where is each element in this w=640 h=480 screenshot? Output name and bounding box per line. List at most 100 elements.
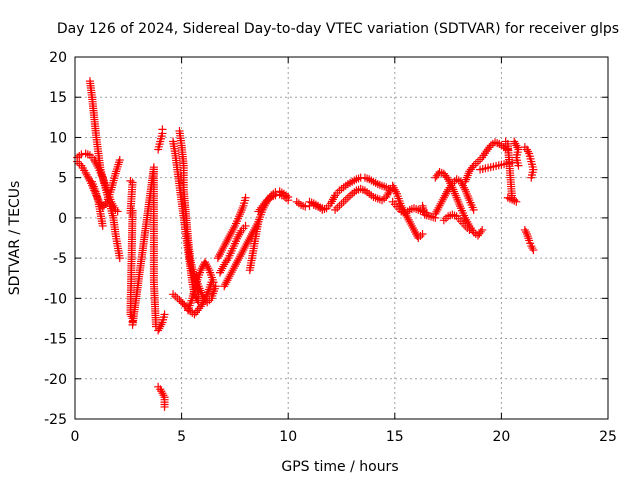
data-point [521, 227, 530, 236]
x-tick-label: 20 [492, 429, 510, 445]
data-point [343, 193, 352, 202]
data-point [527, 242, 536, 251]
data-point [83, 172, 92, 181]
data-point [219, 262, 228, 271]
data-point [385, 186, 394, 195]
data-point [469, 205, 478, 214]
data-point [405, 217, 414, 226]
data-point [522, 229, 531, 238]
data-point [231, 260, 240, 269]
data-point [180, 300, 189, 309]
data-point [219, 244, 228, 253]
data-point [460, 183, 469, 192]
data-point [503, 193, 512, 202]
data-point [221, 280, 230, 289]
data-point [81, 168, 90, 177]
data-points [73, 77, 538, 411]
data-point [229, 264, 238, 273]
data-point [91, 157, 100, 166]
data-point [234, 256, 243, 265]
data-point [384, 188, 393, 197]
data-point [527, 173, 536, 182]
data-point [471, 159, 480, 168]
data-point [437, 197, 446, 206]
data-point [229, 223, 238, 232]
data-point [218, 246, 227, 255]
data-point [156, 385, 165, 394]
data-point [465, 225, 474, 234]
data-point [241, 193, 250, 202]
data-point [328, 195, 337, 204]
data-point [190, 310, 199, 319]
data-point [330, 193, 339, 202]
data-point [529, 246, 538, 255]
data-point [508, 195, 517, 204]
y-axis-label: SDTVAR / TECUs [7, 181, 23, 296]
data-point [157, 320, 166, 329]
data-point [217, 248, 226, 257]
data-point [383, 190, 392, 199]
x-tick-label: 0 [71, 429, 80, 445]
data-point [243, 238, 252, 247]
data-point [431, 209, 440, 218]
data-point [444, 212, 453, 221]
data-point [203, 262, 212, 271]
data-point [126, 176, 135, 185]
data-point [222, 278, 231, 287]
chart-title: Day 126 of 2024, Sidereal Day-to-day VTE… [57, 21, 619, 37]
data-point [439, 193, 448, 202]
data-point [528, 244, 537, 253]
data-point [159, 391, 168, 400]
data-point [411, 227, 420, 236]
data-point [224, 274, 233, 283]
data-point [382, 192, 391, 201]
data-point [388, 181, 397, 190]
data-point [461, 213, 470, 222]
data-point [408, 223, 417, 232]
data-point [443, 187, 452, 196]
data-point [228, 266, 237, 275]
data-point [485, 143, 494, 152]
data-point [241, 221, 250, 230]
data-point [514, 161, 523, 170]
x-axis-label: GPS time / hours [281, 459, 398, 475]
data-point [224, 234, 233, 242]
data-point [213, 254, 222, 263]
data-point [223, 236, 232, 245]
data-point [238, 248, 247, 257]
data-point [510, 137, 519, 146]
data-point [409, 225, 418, 234]
y-tick-label: -10 [44, 291, 67, 307]
data-point [228, 225, 237, 234]
data-point [156, 322, 165, 331]
y-tick-label: -20 [44, 372, 67, 388]
data-point [236, 252, 245, 261]
data-point [433, 205, 442, 214]
data-point [241, 242, 250, 251]
data-point [223, 276, 232, 285]
data-point [468, 163, 477, 172]
data-point [522, 145, 531, 154]
data-point [478, 225, 487, 234]
data-point [438, 195, 447, 204]
y-tick-label: 20 [49, 50, 67, 66]
data-point [390, 185, 399, 194]
data-point [160, 402, 169, 411]
grid [75, 57, 608, 419]
data-point [220, 242, 229, 251]
data-point [326, 199, 335, 208]
data-point [245, 234, 254, 242]
data-point [440, 191, 449, 200]
data-point [404, 215, 413, 224]
data-point [233, 234, 242, 243]
data-point [202, 260, 211, 269]
data-point [261, 198, 270, 207]
data-point [444, 175, 453, 184]
y-tick-label: -5 [53, 251, 67, 267]
data-point [473, 157, 482, 166]
data-point [284, 196, 293, 205]
data-point [196, 266, 205, 275]
data-point [196, 302, 205, 311]
data-point [98, 221, 107, 230]
